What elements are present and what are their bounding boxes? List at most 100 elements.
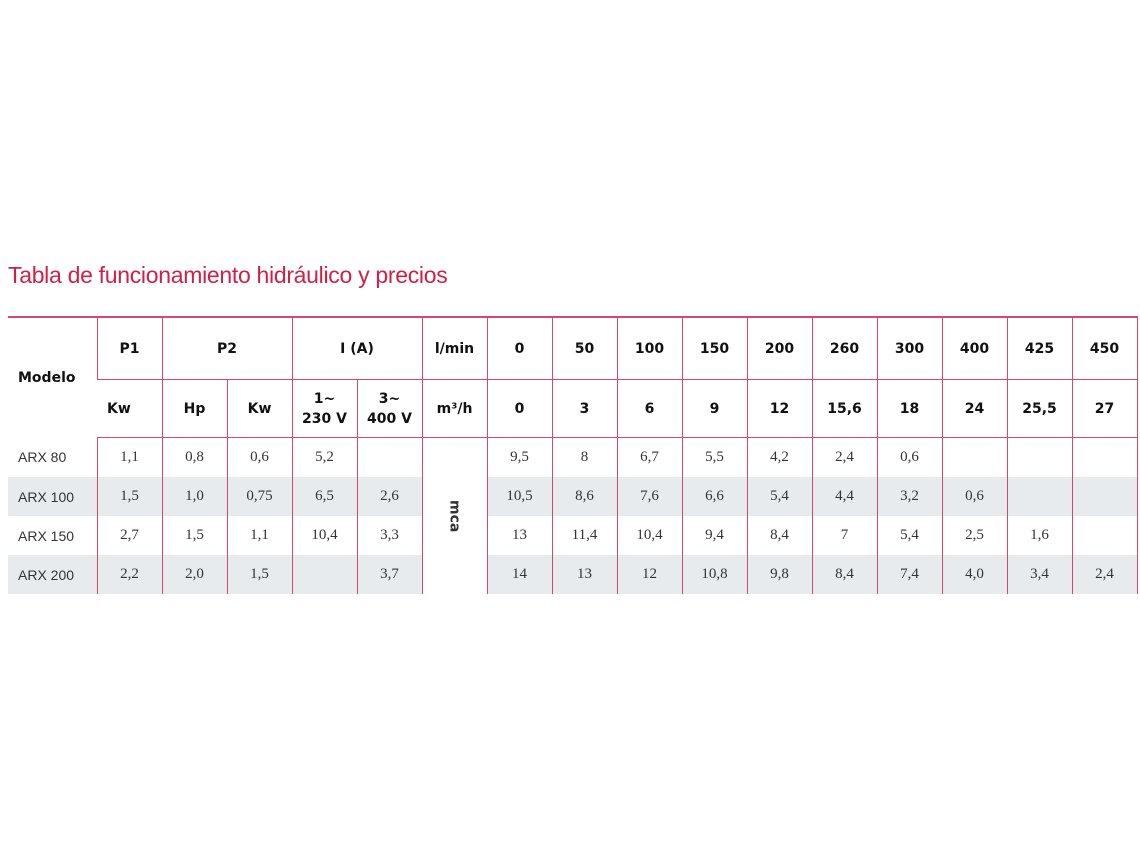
column-subheader: 6 — [616, 379, 683, 438]
model-header: Modelo — [8, 316, 97, 438]
table-cell: 2,4 — [1071, 555, 1138, 594]
table-cell: 7,4 — [876, 555, 943, 594]
table-cell: 0,6 — [941, 477, 1008, 516]
title: Tabla de funcionamiento hidráulico y pre… — [8, 262, 448, 288]
table-cell: 2,6 — [356, 477, 423, 516]
column-header: l/min — [421, 316, 488, 380]
table-cell — [1071, 516, 1138, 555]
table-cell: 8,4 — [811, 555, 878, 594]
column-header: 100 — [616, 316, 683, 380]
table-cell: 1,5 — [96, 477, 162, 516]
table-cell — [356, 437, 423, 477]
column-subheader: 0 — [486, 379, 553, 438]
table-cell: 6,7 — [616, 437, 683, 477]
table-cell: 2,7 — [96, 516, 162, 555]
column-header: 0 — [486, 316, 553, 380]
table-cell: 9,4 — [681, 516, 748, 555]
table-cell — [1006, 477, 1073, 516]
column-subheader: 3 — [551, 379, 618, 438]
column-subheader: m³/h — [421, 379, 488, 438]
table-cell: 0,75 — [226, 477, 293, 516]
table-cell: 9,5 — [486, 437, 553, 477]
table-cell: 8 — [551, 437, 618, 477]
column-subheader: 1~ 230 V — [291, 379, 358, 438]
table-cell: 4,2 — [746, 437, 813, 477]
column-header: 450 — [1071, 316, 1138, 380]
header-row: Modelo P1 P2 I (A) l/min 0 50 100 150 200 260 300 40… — [8, 316, 1138, 438]
table-cell: 1,0 — [161, 477, 227, 516]
data-row: ARX 200 2,2 2,0 1,5 3,7 14 13 12 10,8 9,8 8,4 7,4 4,… — [8, 555, 1138, 594]
column-subheader: Hp — [161, 379, 227, 438]
table-cell: 2,5 — [941, 516, 1008, 555]
table-cell: 7 — [811, 516, 878, 555]
pump-table: Modelo P1 P2 I (A) l/min 0 50 100 150 200 260 300 40… — [8, 316, 1138, 594]
model-name: ARX 200 — [8, 555, 97, 594]
table-cell: 5,4 — [746, 477, 813, 516]
table-cell: 0,6 — [226, 437, 293, 477]
table-cell — [1006, 437, 1073, 477]
table-cell: 2,0 — [161, 555, 227, 594]
table-cell: 8,4 — [746, 516, 813, 555]
table-cell: 4,4 — [811, 477, 878, 516]
table-cell: 6,5 — [291, 477, 358, 516]
table-cell: 3,7 — [356, 555, 423, 594]
table-cell — [1071, 477, 1138, 516]
table-cell: 13 — [551, 555, 618, 594]
table-cell — [941, 437, 1008, 477]
data-row: ARX 150 2,7 1,5 1,1 10,4 3,3 13 11,4 10,4 9,4 8,4 7… — [8, 516, 1138, 555]
table-cell: 0,8 — [161, 437, 227, 477]
data-row: ARX 80 1,1 0,8 0,6 5,2 mca 9,5 8 6,7 5,5 4,2 2,4 0,6 — [8, 437, 1138, 594]
table-cell: 4,0 — [941, 555, 1008, 594]
column-header: 260 — [811, 316, 878, 380]
table-cell: 5,2 — [291, 437, 358, 477]
column-header: I (A) — [291, 316, 423, 380]
table-cell: 1,6 — [1006, 516, 1073, 555]
column-subheader: 18 — [876, 379, 943, 438]
column-subheader: 27 — [1071, 379, 1138, 438]
column-subheader: Kw — [97, 379, 162, 438]
table-cell: 2,2 — [96, 555, 162, 594]
table-cell: 2,4 — [811, 437, 878, 477]
column-header: 300 — [876, 316, 943, 380]
column-subheader: 24 — [941, 379, 1008, 438]
column-header: 50 — [551, 316, 618, 380]
table-cell: 6,6 — [681, 477, 748, 516]
model-name: ARX 150 — [18, 527, 75, 544]
table-cell: 1,1 — [96, 437, 162, 477]
column-header: 400 — [941, 316, 1008, 380]
table-cell: 13 — [486, 516, 553, 555]
data-row: ARX 100 1,5 1,0 0,75 6,5 2,6 10,5 8,6 7,6 6,6 5,4 4… — [8, 477, 1138, 516]
table-cell: 12 — [616, 555, 683, 594]
column-subheader: 9 — [681, 379, 748, 438]
table-cell — [1071, 437, 1138, 477]
model-name: ARX 80 — [18, 449, 67, 466]
table-cell: 3,4 — [1006, 555, 1073, 594]
column-subheader: Kw — [226, 379, 293, 438]
table-cell: 1,5 — [226, 555, 293, 594]
table-cell: 10,4 — [616, 516, 683, 555]
column-subheader: 25,5 — [1006, 379, 1073, 438]
table-cell: 0,6 — [876, 437, 943, 477]
table-cell: 11,4 — [551, 516, 618, 555]
table-cell: 7,6 — [616, 477, 683, 516]
column-subheader: 12 — [746, 379, 813, 438]
column-header: 200 — [746, 316, 813, 380]
table-cell: 10,5 — [486, 477, 553, 516]
column-header: P2 — [161, 316, 293, 380]
table-cell: 9,8 — [746, 555, 813, 594]
table-cell — [291, 555, 358, 594]
table-cell: 3,3 — [356, 516, 423, 555]
model-name: ARX 100 — [8, 477, 97, 516]
table-cell: 14 — [486, 555, 553, 594]
table-cell: 10,4 — [291, 516, 358, 555]
table-cell: 5,4 — [876, 516, 943, 555]
table-cell: 10,8 — [681, 555, 748, 594]
column-header: 425 — [1006, 316, 1073, 380]
table-cell: 1,1 — [226, 516, 293, 555]
column-subheader: 3~ 400 V — [356, 379, 423, 438]
column-header: 150 — [681, 316, 748, 380]
table-cell: 3,2 — [876, 477, 943, 516]
table-cell: 8,6 — [551, 477, 618, 516]
